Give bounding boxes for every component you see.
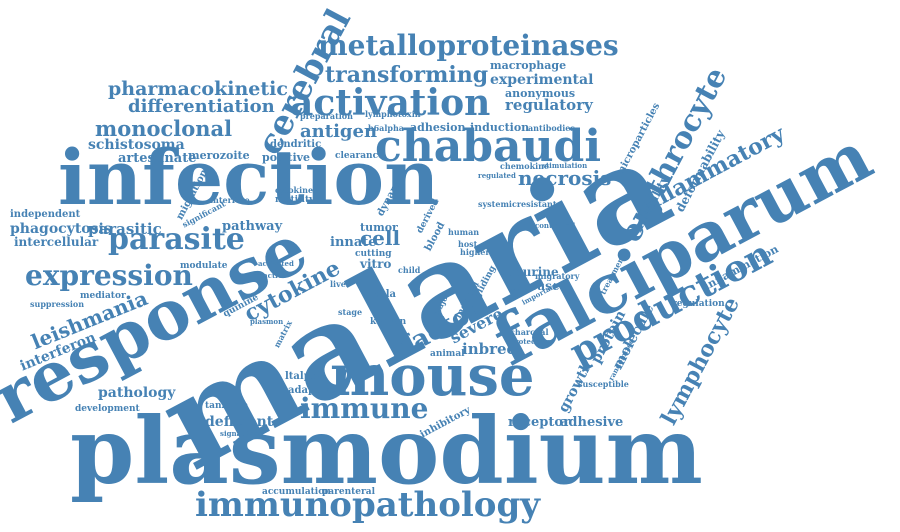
word: charcoal (510, 328, 549, 336)
word: anonymous (505, 88, 575, 99)
word: modulate (180, 262, 228, 271)
word: motility (275, 196, 314, 205)
word: stage (338, 308, 362, 316)
word: schistosoma (88, 138, 185, 152)
word: regulation (672, 300, 725, 309)
word: development (75, 405, 140, 414)
word: ctla (375, 290, 396, 300)
word: innate (330, 236, 377, 249)
word: liver (330, 280, 350, 288)
word: b6alpha (368, 124, 404, 132)
word: stimulation (542, 162, 587, 169)
word: pathology (98, 386, 175, 400)
word: regulated (478, 172, 516, 179)
word: macrophage (490, 60, 566, 71)
word: immune (300, 395, 428, 423)
word: lymphotoxin (365, 110, 421, 118)
word: positive (262, 152, 310, 163)
word: reactive (255, 272, 286, 279)
word: differentiation (128, 98, 275, 116)
word: dendritic (270, 140, 321, 150)
word: necrosis (518, 168, 611, 188)
word: adhesive (560, 416, 623, 429)
word: regulatory (505, 98, 593, 113)
word: adaptive (288, 386, 336, 396)
word: accumulation (262, 488, 331, 497)
word: activated (258, 260, 294, 267)
word: migratory (535, 272, 579, 280)
word: tumor (360, 222, 398, 233)
word: suppression (30, 300, 84, 308)
word: tanzania (205, 402, 248, 411)
word: clearance (335, 152, 384, 161)
word: vitro (360, 258, 391, 270)
word: mediator (80, 292, 126, 301)
word: independent (10, 210, 80, 220)
word: antibodies (528, 124, 575, 132)
word: human (448, 228, 479, 236)
word: expression (25, 262, 193, 290)
word: intercellular (14, 236, 98, 248)
word: animal (430, 350, 465, 359)
word: parasitic (88, 222, 162, 237)
word: pathway (222, 220, 282, 233)
word: cytokines (275, 186, 318, 194)
word: parenteral (322, 488, 375, 497)
word: systemicresistant (478, 200, 557, 208)
word: merozoite (188, 150, 250, 161)
word: ltalpha (285, 372, 324, 382)
word: transforming (325, 64, 488, 86)
word: inbred (462, 342, 517, 357)
word: higher (460, 248, 490, 256)
word: child (398, 266, 420, 274)
word: plasmon (250, 318, 283, 325)
word: preparation (300, 112, 353, 120)
word: host (458, 240, 477, 248)
word: metalloproteinases (318, 32, 619, 60)
word: monoclonal (95, 118, 232, 139)
word: controlled (535, 222, 575, 229)
word: susceptible (578, 380, 629, 388)
word: protection (510, 338, 551, 345)
word: adhesion (410, 122, 466, 133)
word: deficient (205, 415, 273, 429)
word: signalling (220, 430, 259, 437)
word: kenyan (370, 318, 406, 327)
word: induction (470, 122, 529, 133)
word: artesunate (118, 152, 196, 165)
word: experimental (490, 73, 593, 87)
